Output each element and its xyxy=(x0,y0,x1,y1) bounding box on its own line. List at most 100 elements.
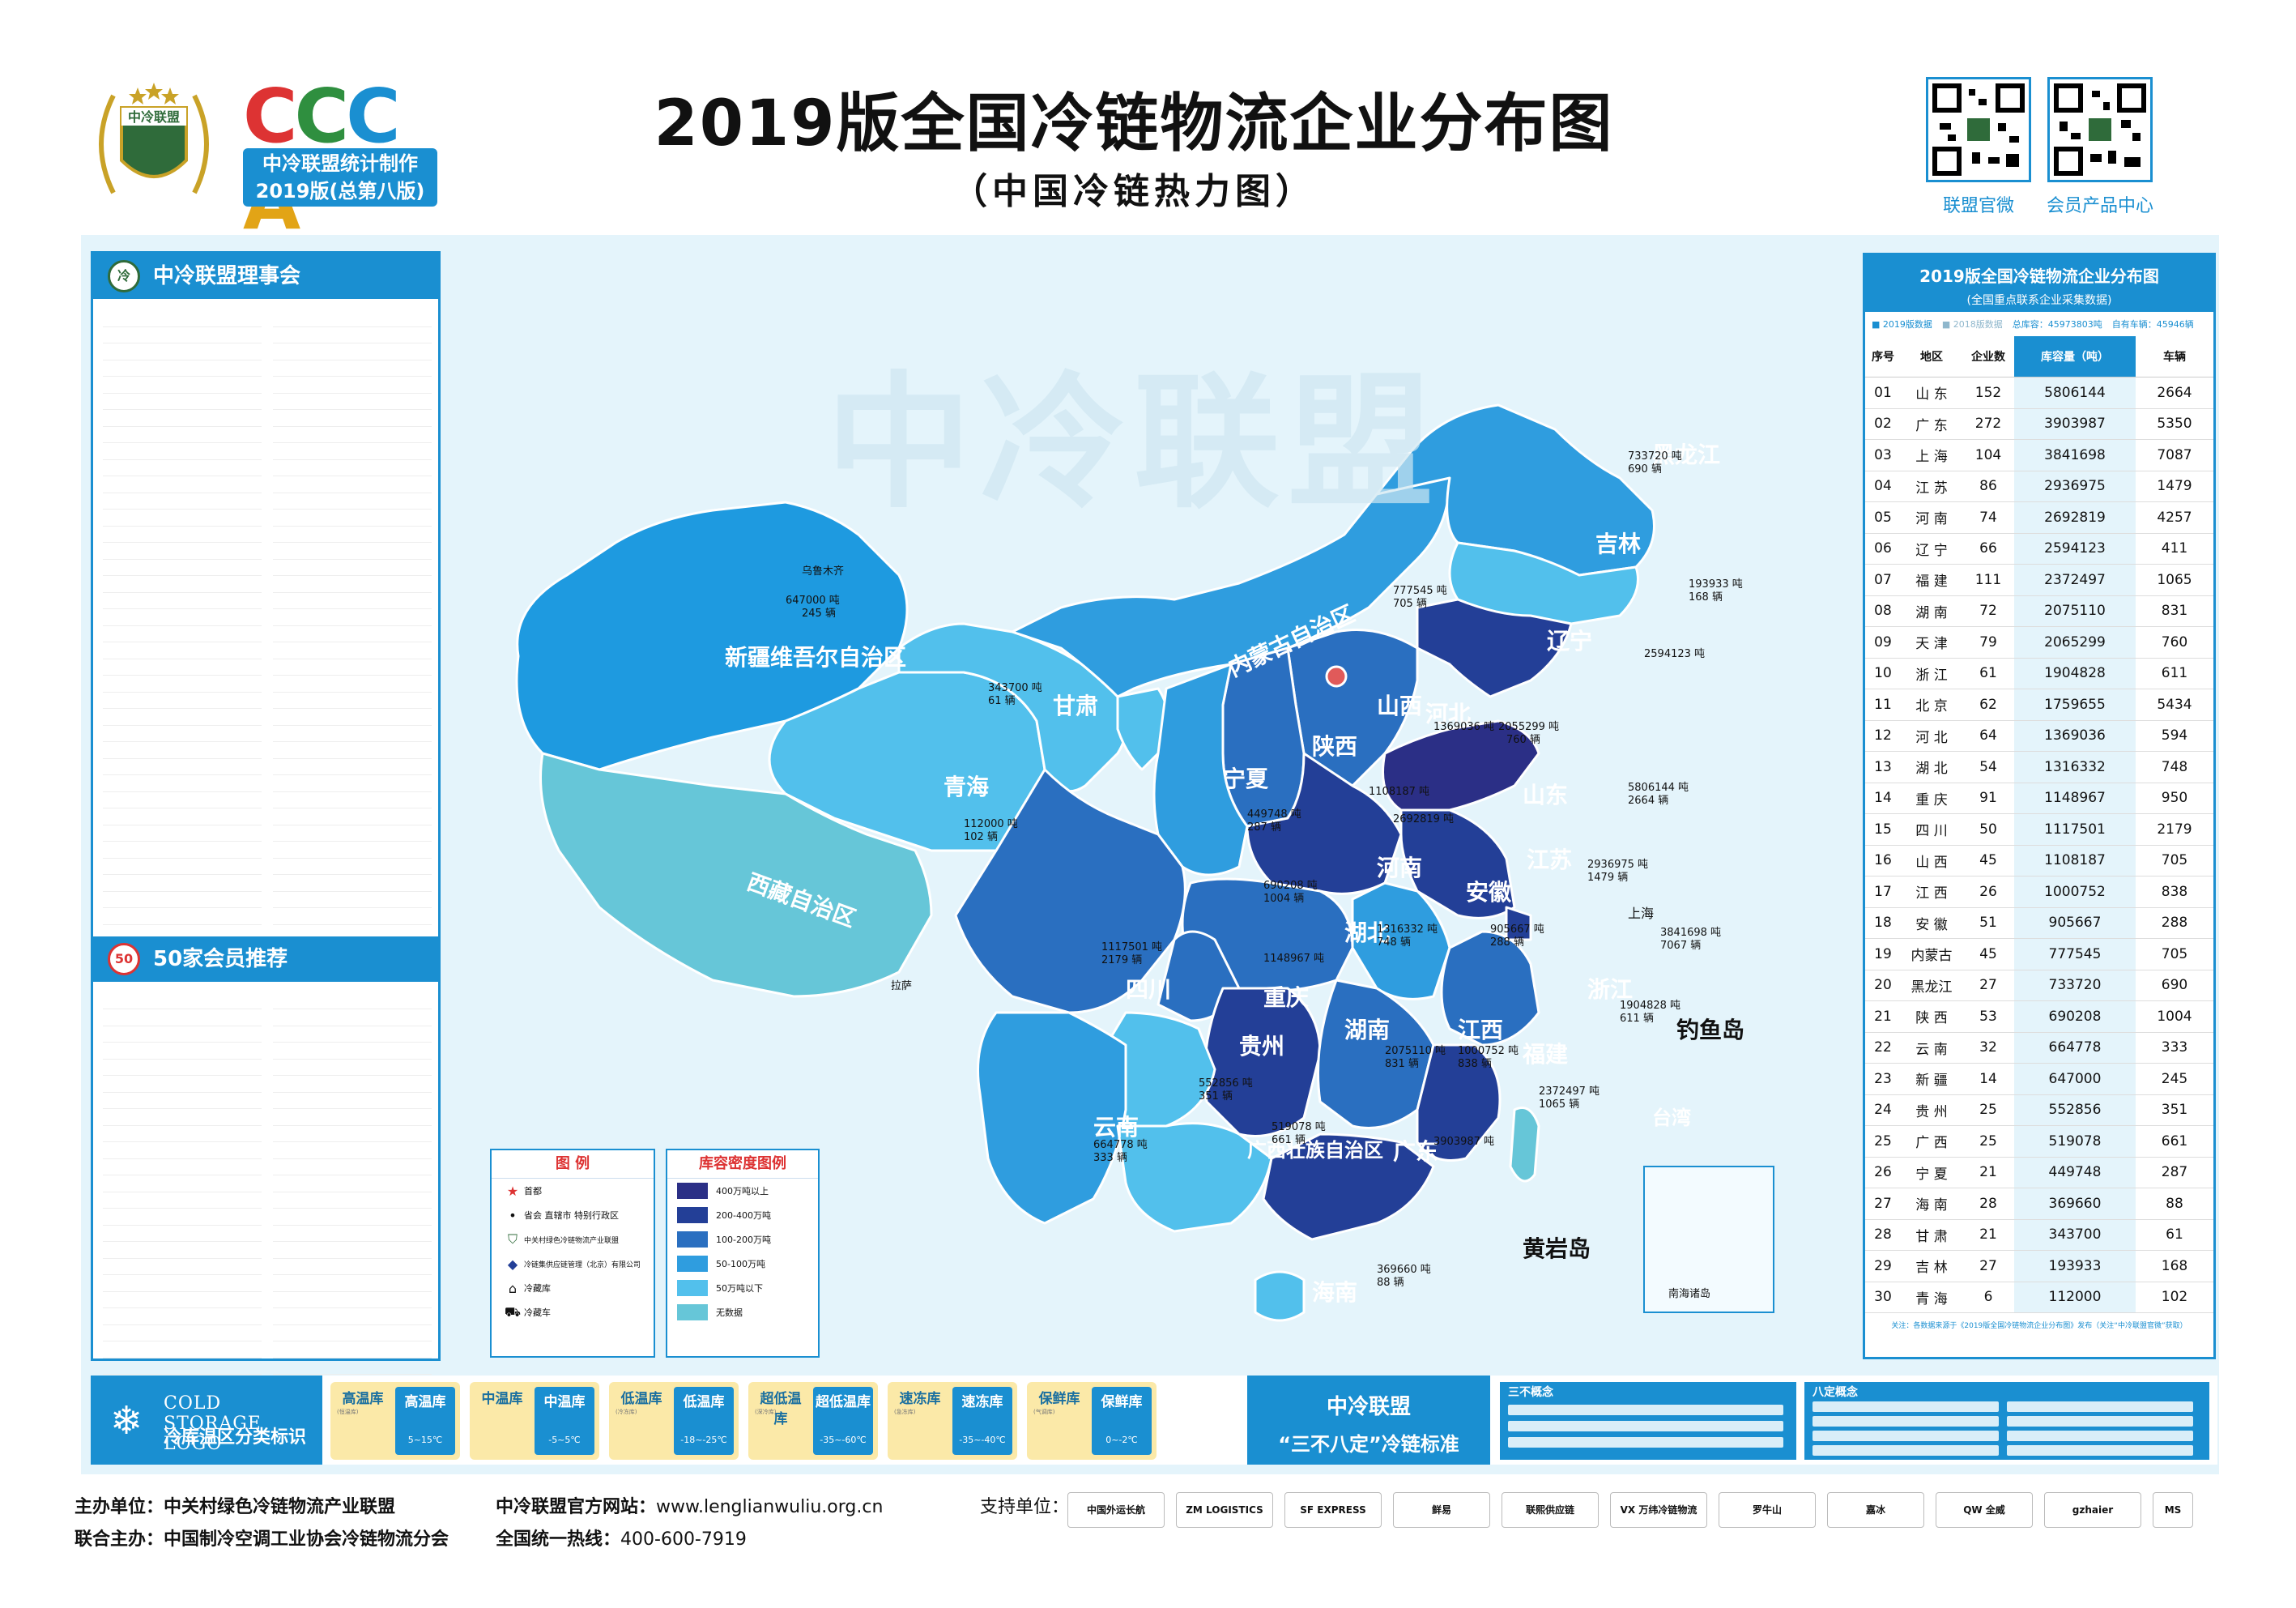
table-row: 07 福 建 111 2372497 1065 xyxy=(1865,564,2213,596)
table-row: 29 吉 林 27 193933 168 xyxy=(1865,1250,2213,1282)
table-cell: 山 东 xyxy=(1901,377,1962,409)
table-cell: 12 xyxy=(1865,720,1901,752)
sponsor-logo[interactable]: gzhaier xyxy=(2044,1492,2141,1528)
table-cell: 690 xyxy=(2136,970,2213,1001)
table-row: 10 浙 江 61 1904828 611 xyxy=(1865,658,2213,689)
sponsor-logo[interactable]: 罗牛山 xyxy=(1719,1492,1816,1528)
table-cell: 88 xyxy=(2136,1188,2213,1220)
table-cell: 25 xyxy=(1962,1094,2014,1126)
table-header-row: 序号 地区 企业数 库容量（吨） 车辆 xyxy=(1865,336,2213,377)
table-cell: 86 xyxy=(1962,471,2014,502)
list-item xyxy=(273,1159,432,1175)
list-item xyxy=(103,1292,262,1308)
table-row: 14 重 庆 91 1148967 950 xyxy=(1865,783,2213,814)
table-cell: 333 xyxy=(2136,1032,2213,1064)
cs-logo-en: COLD STORAGE LOGO xyxy=(164,1393,262,1454)
table-cell: 411 xyxy=(2136,533,2213,565)
list-item xyxy=(103,1109,262,1126)
list-item xyxy=(103,576,262,593)
region-fujian xyxy=(1416,1043,1502,1162)
table-cell: 168 xyxy=(2136,1250,2213,1282)
list-item xyxy=(273,1142,432,1159)
table-cell: 61 xyxy=(2136,1219,2213,1251)
table-cell: 内蒙古 xyxy=(1901,938,1962,970)
temp-zone-badge: 速冻库 -35~-40℃ xyxy=(952,1387,1012,1455)
list-item xyxy=(273,1292,432,1308)
sponsor-logo[interactable]: SF EXPRESS xyxy=(1284,1492,1382,1528)
list-item xyxy=(103,842,262,859)
table-cell: 45 xyxy=(1962,938,2014,970)
table-row: 02 广 东 272 3903987 5350 xyxy=(1865,408,2213,440)
region-jilin xyxy=(1448,541,1639,625)
list-item xyxy=(103,1358,262,1375)
temp-zone-card: 高温库 (恒温库) 高温库 5~15℃ xyxy=(330,1382,460,1460)
thermometer-icon: -35~-60℃ xyxy=(820,1435,867,1445)
table-cell: 2936975 xyxy=(2014,471,2136,502)
table-cell: 3841698 xyxy=(2014,439,2136,471)
truck-stat: 2179 辆 xyxy=(1101,954,1143,966)
list-item xyxy=(273,1126,432,1142)
sponsor-logo[interactable]: QW 全威 xyxy=(1936,1492,2033,1528)
sponsor-logo[interactable]: 中国外运长航 xyxy=(1067,1492,1165,1528)
concept-three-title: 三不概念 xyxy=(1508,1386,1553,1399)
qr-code-icon[interactable] xyxy=(2047,77,2153,182)
site-link[interactable]: www.lenglianwuliu.org.cn xyxy=(656,1497,884,1517)
table-cell: 贵 州 xyxy=(1901,1094,1962,1126)
list-item xyxy=(273,1226,432,1242)
sponsor-logo[interactable]: VX 万纬冷链物流 xyxy=(1610,1492,1707,1528)
cold-storage-logo: ❄ COLD STORAGE LOGO 冷库温区分类标识 xyxy=(91,1376,322,1465)
qr-code-icon[interactable] xyxy=(1926,77,2031,182)
sponsor-logo[interactable]: 嘉冰 xyxy=(1827,1492,1924,1528)
warehouse-stat: 664778 吨 xyxy=(1093,1139,1148,1151)
region-heilongjiang xyxy=(1375,403,1655,577)
table-cell: 661 xyxy=(2136,1125,2213,1158)
sponsor-logo[interactable]: MS xyxy=(2153,1492,2193,1528)
province-label: 河南 xyxy=(1377,855,1423,881)
table-cell: 陕 西 xyxy=(1901,1000,1962,1033)
table-row: 24 贵 州 25 552856 351 xyxy=(1865,1094,2213,1126)
qr2-caption: 会员产品中心 xyxy=(2046,196,2153,216)
table-row: 16 山 西 45 1108187 705 xyxy=(1865,845,2213,877)
list-item xyxy=(103,343,262,360)
table-cell: 河 南 xyxy=(1901,501,1962,534)
table-cell: 64 xyxy=(1962,720,2014,752)
province-label: 黑龙江 xyxy=(1652,441,1721,468)
region-tibet xyxy=(539,752,933,998)
table-row: 06 辽 宁 66 2594123 411 xyxy=(1865,533,2213,565)
list-item xyxy=(273,1209,432,1226)
sponsor-logo[interactable]: ZM LOGISTICS xyxy=(1176,1492,1273,1528)
legend-2019: ■ 2019版数据 xyxy=(1872,319,1932,330)
warehouse-stat: 2372497 吨 xyxy=(1539,1086,1600,1098)
table-cell: 吉 林 xyxy=(1901,1250,1962,1282)
region-hunan xyxy=(1203,987,1322,1137)
list-item xyxy=(103,1009,262,1026)
sponsor-logo[interactable]: 联熙供应链 xyxy=(1502,1492,1599,1528)
thermometer-icon: 5~15℃ xyxy=(407,1435,443,1445)
table-cell: 2692819 xyxy=(2014,501,2136,534)
truck-stat: 661 辆 xyxy=(1272,1134,1306,1146)
thermometer-icon: 0~-2℃ xyxy=(1105,1435,1138,1445)
table-cell: 351 xyxy=(2136,1094,2213,1126)
list-item xyxy=(103,875,262,892)
table-cell: 2179 xyxy=(2136,813,2213,846)
list-item xyxy=(103,460,262,476)
table-cell: 152 xyxy=(1962,377,2014,409)
table-cell: 54 xyxy=(1962,751,2014,783)
table-row: 28 甘 肃 21 343700 61 xyxy=(1865,1219,2213,1251)
list-item xyxy=(273,1076,432,1093)
table-cell: 11 xyxy=(1865,689,1901,721)
list-item xyxy=(103,1026,262,1043)
table-cell: 5434 xyxy=(2136,689,2213,721)
sponsor-logo[interactable]: 鲜易 xyxy=(1393,1492,1490,1528)
col-header: 地区 xyxy=(1901,336,1962,377)
temp-zone-card: 超低温库 (深冷库) 超低温库 -35~-60℃ xyxy=(748,1382,878,1460)
list-item xyxy=(273,626,432,642)
inset-label: 南海诸岛 xyxy=(1668,1288,1711,1300)
list-item xyxy=(103,394,262,410)
list-item xyxy=(273,476,432,493)
region-xinjiang xyxy=(515,501,909,771)
table-cell: 28 xyxy=(1865,1219,1901,1251)
company-icon: ◆ xyxy=(507,1256,518,1272)
table-cell: 62 xyxy=(1962,689,2014,721)
warehouse-stat: 2936975 吨 xyxy=(1587,859,1649,871)
